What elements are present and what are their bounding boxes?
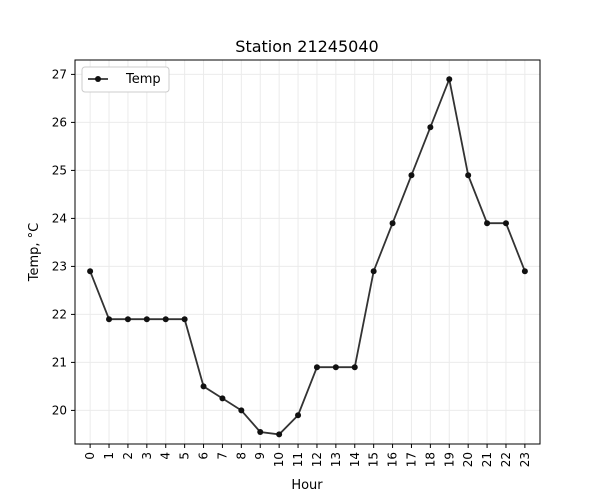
data-point [427,124,434,131]
x-tick-label: 17 [404,452,418,467]
data-point [200,383,207,390]
data-point [389,220,396,227]
data-point [521,268,528,275]
data-point [181,316,188,323]
legend-box [81,66,170,93]
data-point [276,431,283,438]
x-tick-label: 22 [499,452,513,467]
x-tick-label: 2 [121,452,135,460]
x-tick-label: 4 [159,452,173,460]
data-point [351,364,358,371]
x-tick-label: 7 [215,452,229,460]
y-tick-label: 24 [52,211,67,225]
data-point [219,395,226,402]
plot-frame [74,59,541,445]
data-point [106,316,113,323]
x-tick-label: 11 [291,452,305,467]
x-tick-label: 0 [83,452,97,460]
x-tick-label: 20 [461,452,475,467]
x-tick-label: 6 [197,452,211,460]
data-point [408,172,415,179]
x-axis-ticks: 0 1 2 3 4 5 6 7 8 9 10 11 12 13 14 15 16 17 18 19 20 21 22 23 [83,444,532,467]
data-point [446,76,453,83]
data-point [257,429,264,435]
series-temp [87,76,528,438]
x-tick-label: 15 [367,452,381,467]
data-point [238,407,245,414]
legend: Temp [81,66,170,93]
data-point [502,220,509,227]
y-tick-label: 22 [52,307,67,321]
series-line [89,76,526,436]
data-point [295,412,302,419]
y-tick-label: 25 [52,163,67,177]
x-tick-label: 18 [423,452,437,467]
x-tick-label: 16 [386,452,400,467]
x-tick-label: 5 [178,452,192,460]
data-point [124,316,131,323]
x-tick-label: 12 [310,452,324,467]
x-tick-label: 21 [480,452,494,467]
x-tick-label: 10 [272,452,286,467]
data-point [484,220,491,227]
legend-marker-swatch [95,76,101,82]
data-point [332,364,339,371]
x-tick-label: 3 [140,452,154,460]
data-point [313,364,320,371]
y-axis-ticks: 20 21 22 23 24 25 26 27 [52,67,75,417]
y-tick-label: 26 [52,115,67,129]
y-tick-label: 27 [52,67,67,81]
y-tick-label: 20 [52,403,67,417]
data-point [162,316,169,323]
x-tick-label: 9 [253,452,267,460]
y-tick-label: 21 [52,355,67,369]
x-tick-label: 14 [348,452,362,467]
grid-lines [75,60,540,444]
x-axis-title: Hour [291,478,323,493]
data-point [370,268,377,275]
x-tick-label: 1 [102,452,116,460]
data-point [143,316,150,323]
y-axis-title: Temp, °C [27,223,42,283]
x-tick-label: 8 [234,452,248,460]
data-point [87,268,94,275]
data-point [465,172,472,179]
x-tick-label: 13 [329,452,343,467]
chart-title: Station 21245040 [235,37,378,56]
x-tick-label: 23 [518,452,532,467]
y-tick-label: 23 [52,259,67,273]
x-tick-label: 19 [442,452,456,467]
legend-label-temp: Temp [125,72,161,87]
